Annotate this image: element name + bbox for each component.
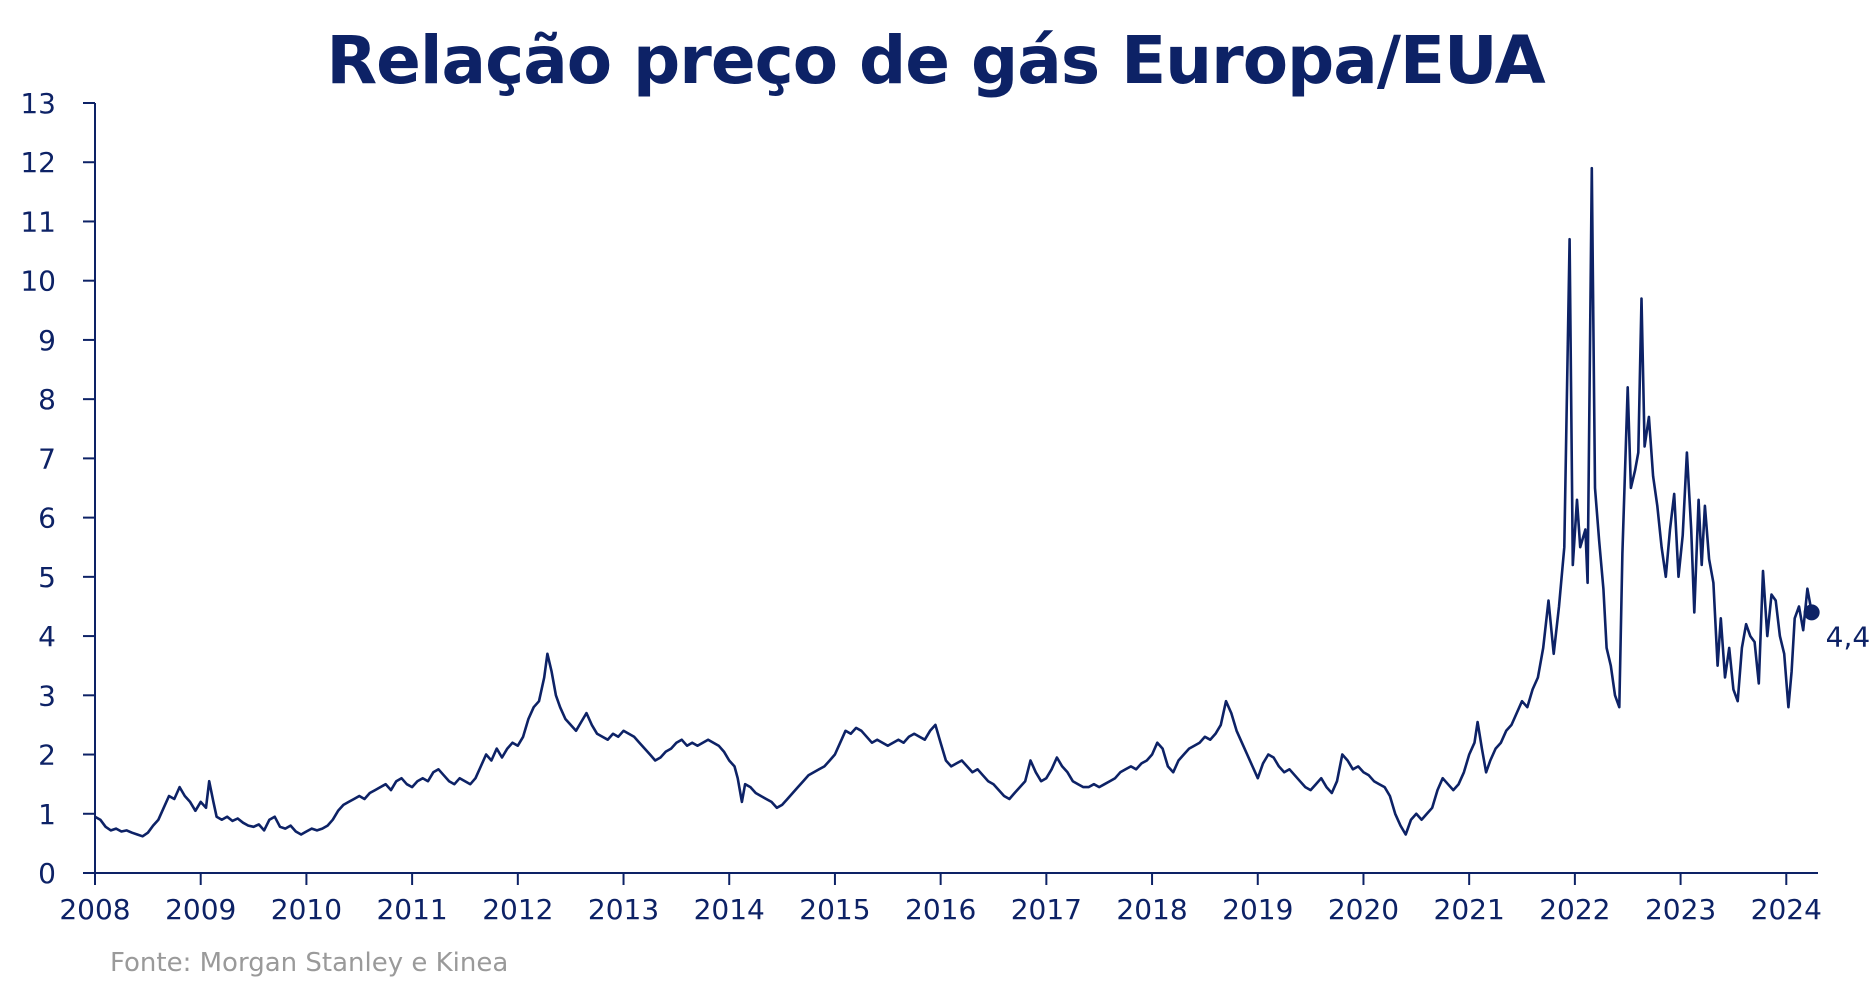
x-tick-label: 2010: [271, 893, 342, 926]
y-tick-label: 4: [38, 620, 56, 653]
y-tick-label: 2: [38, 739, 56, 772]
x-tick-label: 2015: [799, 893, 870, 926]
x-tick-label: 2021: [1434, 893, 1505, 926]
x-tick-label: 2017: [1011, 893, 1082, 926]
x-tick-label: 2009: [165, 893, 236, 926]
x-tick-label: 2016: [905, 893, 976, 926]
y-tick-label: 1: [38, 798, 56, 831]
x-tick-label: 2008: [59, 893, 130, 926]
source-note: Fonte: Morgan Stanley e Kinea: [110, 948, 509, 978]
x-tick-label: 2020: [1328, 893, 1399, 926]
x-tick-label: 2013: [588, 893, 659, 926]
y-tick-label: 9: [38, 324, 56, 357]
y-tick-label: 6: [38, 502, 56, 535]
y-tick-label: 3: [38, 679, 56, 712]
x-tick-label: 2012: [482, 893, 553, 926]
y-tick-label: 13: [20, 87, 56, 120]
chart-title: Relação preço de gás Europa/EUA: [326, 22, 1545, 99]
x-tick-label: 2014: [694, 893, 765, 926]
x-tick-label: 2011: [376, 893, 447, 926]
x-axis: 2008 2009 2010 2011 2012 2013 2014 2015 2016 2017…: [59, 872, 1822, 926]
y-tick-label: 8: [38, 383, 56, 416]
y-tick-label: 7: [38, 442, 56, 475]
x-tick-label: 2022: [1539, 893, 1610, 926]
y-tick-label: 12: [20, 146, 56, 179]
x-tick-label: 2019: [1222, 893, 1293, 926]
y-tick-label: 0: [38, 857, 56, 890]
y-tick-label: 5: [38, 561, 56, 594]
last-value-label: 4,4: [1826, 620, 1871, 653]
last-value-marker: [1803, 604, 1820, 621]
series-line: [94, 166, 1813, 838]
x-tick-label: 2024: [1751, 893, 1822, 926]
y-tick-label: 10: [20, 265, 56, 298]
y-tick-label: 11: [20, 205, 56, 238]
x-tick-label: 2018: [1116, 893, 1187, 926]
x-tick-label: 2023: [1645, 893, 1716, 926]
